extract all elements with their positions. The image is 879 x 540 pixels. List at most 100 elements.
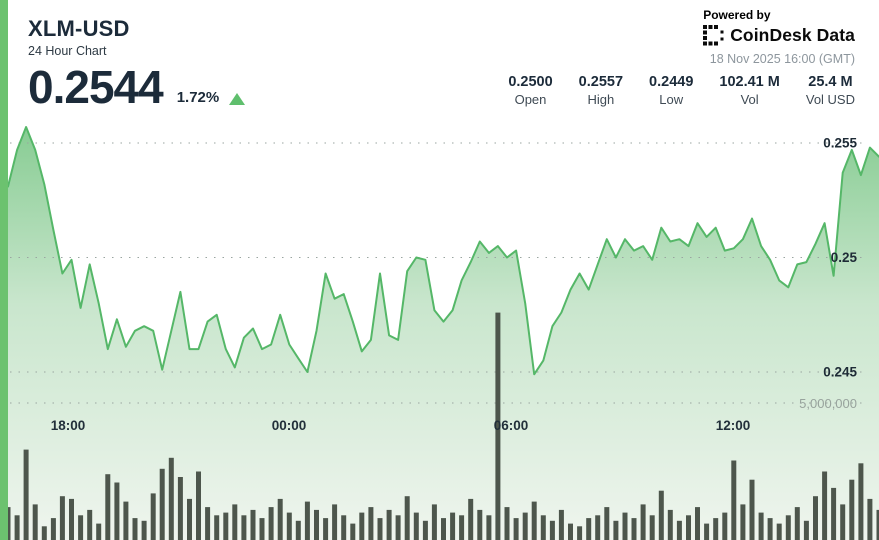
chart-subtitle: 24 Hour Chart [28,44,107,58]
volume-bar [304,501,310,540]
volume-bar [259,518,265,540]
volume-bar [622,512,628,540]
price-change-percent: 1.72% [176,89,220,106]
volume-bar [41,526,47,540]
price-row: 0.2544 1.72% [28,64,246,110]
volume-bar [513,518,519,540]
volume-bar [676,520,682,540]
up-triangle-icon [229,93,246,105]
volume-bar [241,515,247,540]
stats-row: 0.2500 Open 0.2557 High 0.2449 Low 102.4… [508,74,855,107]
axis-labels: 0.255 0.25 0.245 5,000,000 18:00 00:00 06:00 12… [51,136,858,434]
volume-bar [767,518,773,540]
volume-bar [114,482,120,540]
stat-value: 25.4 M [808,74,853,90]
volume-bar [613,520,619,540]
volume-bar [667,509,673,540]
stat-value: 0.2557 [578,74,624,90]
volume-bar [196,471,201,540]
coindesk-attribution-link[interactable]: Powered by CoinDesk Data [703,8,855,46]
volume-bar [286,512,292,540]
volume-bar [323,518,329,540]
volume-bar [23,449,29,540]
powered-by-label: Powered by [703,8,771,22]
volume-bar [350,523,356,540]
volume-bar [776,523,782,540]
volume-bar [468,498,474,540]
stat-value: 0.2500 [508,74,553,90]
chart-header: XLM-USD 24 Hour Chart 0.2544 1.72% [28,16,246,110]
volume-bar [813,496,818,540]
volume-bar [223,512,229,540]
stat-open: 0.2500 Open [508,74,552,107]
volume-bar [595,515,601,540]
volume-bar [386,509,392,540]
volume-bar [177,477,183,540]
coindesk-logo-icon [703,25,724,46]
volume-bar [50,518,56,540]
volume-bar [96,523,102,540]
volume-bar [214,515,220,540]
volume-bar [69,498,74,540]
volume-bar [749,479,755,540]
stat-volume: 102.41 M Vol [719,74,779,107]
volume-bar [14,515,20,540]
volume-bar [395,515,401,540]
volume-bar [695,507,700,540]
volume-bar [631,518,637,540]
volume-bar [123,501,129,540]
volume-bar [586,518,592,540]
volume-bar [477,509,483,540]
volume-bar [876,509,879,540]
coindesk-logo: CoinDesk Data [703,25,855,46]
volume-bar [549,520,555,540]
volume-bar [658,490,664,540]
volume-bar [332,504,338,540]
volume-bar [368,507,374,540]
volume-bar [568,523,573,540]
volume-bars [5,312,879,540]
volume-bar [495,312,501,540]
volume-bar [341,515,347,540]
volume-bar [740,504,746,540]
volume-bar [794,507,800,540]
volume-bar [803,520,809,540]
x-axis-label: 12:00 [716,418,751,433]
volume-bar [441,518,446,540]
volume-bar [858,463,864,540]
volume-bar [713,518,719,540]
volume-bar [459,515,465,540]
volume-bar [87,509,93,540]
volume-bar [849,479,855,540]
volume-bar [295,520,301,540]
volume-bar [159,468,165,540]
volume-bar [314,509,319,540]
volume-bar [377,518,383,540]
stat-label: High [587,92,615,107]
y-axis-label: 0.25 [831,250,858,265]
volume-bar [205,507,211,540]
stat-label: Vol [740,92,759,107]
stat-label: Vol USD [805,92,855,107]
volume-bar [840,504,846,540]
volume-bar [187,498,192,540]
left-accent-bar [0,0,8,540]
stat-value: 0.2449 [649,74,694,90]
volume-bar [504,507,510,540]
stat-high: 0.2557 High [579,74,623,107]
volume-bar [867,498,873,540]
volume-bar [758,512,764,540]
stat-value: 102.41 M [719,74,780,90]
volume-bar [704,523,710,540]
volume-bar [822,471,828,540]
volume-bar [32,504,38,540]
volume-bar [250,509,256,540]
volume-bar [577,526,583,540]
x-axis-label: 06:00 [494,418,529,433]
volume-bar [686,515,691,540]
volume-bar [150,493,156,540]
stat-low: 0.2449 Low [649,74,693,107]
volume-bar [422,520,428,540]
volume-bar [540,515,546,540]
